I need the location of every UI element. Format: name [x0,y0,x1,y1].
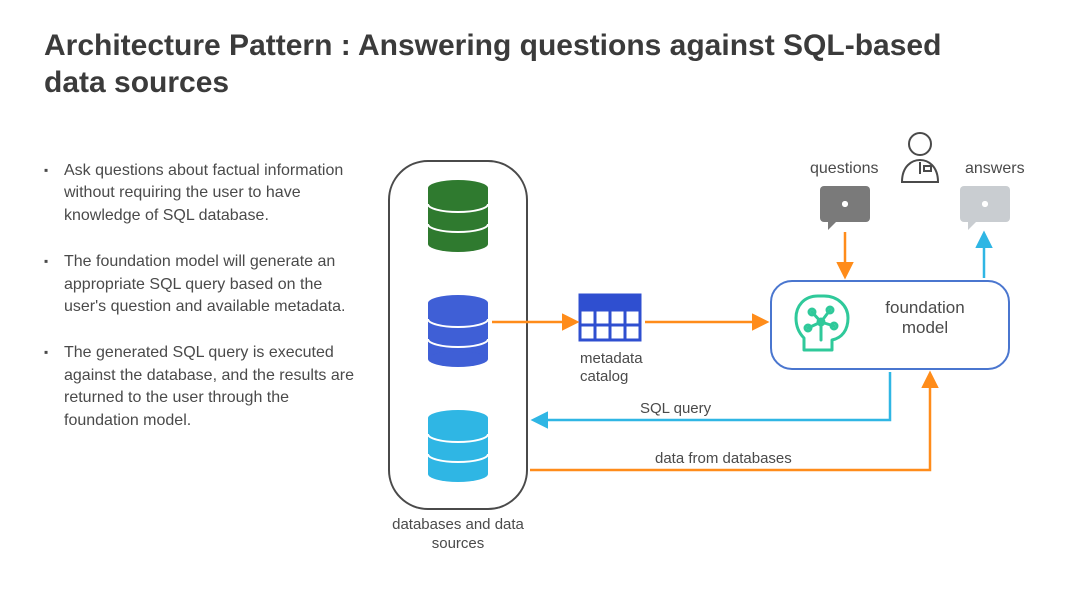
slide-title: Architecture Pattern : Answering questio… [44,28,964,101]
metadata-catalog-icon [580,295,640,340]
foundation-model-icon [796,296,848,350]
bullet-list: Ask questions about factual information … [44,160,354,456]
architecture-diagram: databases and data sources foundation mo… [370,120,1050,570]
db-cylinder-green-icon [428,180,488,252]
slide: Architecture Pattern : Answering questio… [0,0,1080,608]
db-cylinder-cyan-icon [428,410,488,482]
arrow-data-from-db [530,374,930,470]
bullet-item: Ask questions about factual information … [44,160,354,227]
user-icon [902,133,938,182]
diagram-svg [370,120,1050,570]
db-cylinder-blue-icon [428,295,488,367]
arrow-sql-query [534,372,890,420]
bullet-item: The generated SQL query is executed agai… [44,342,354,432]
bullet-item: The foundation model will generate an ap… [44,251,354,318]
